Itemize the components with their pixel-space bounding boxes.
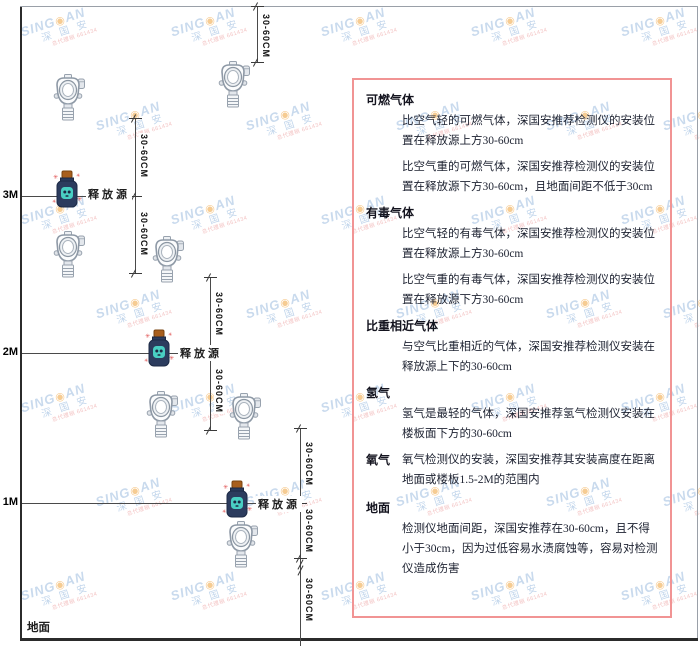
info-section-paragraph: 比空气轻的可燃气体，深国安推荐检测仪的安装位置在释放源上方30-60cm [402, 115, 655, 147]
info-section: 氧气 氧气检测仪的安装，深国安推荐其安装高度在距离地面或楼板1.5-2M的范围内 [366, 450, 658, 496]
info-panel: 可燃气体比空气轻的可燃气体，深国安推荐检测仪的安装位置在释放源上方30-60cm… [352, 78, 672, 618]
dimension-tick [204, 430, 217, 431]
dimension-label: 30-60CM [139, 211, 149, 258]
dimension-tick [251, 62, 264, 63]
info-section-heading: 可燃气体 [366, 93, 415, 107]
gas-detector-icon [50, 230, 86, 279]
info-section: 氢气 氢气是最轻的气体，深国安推荐氢气检测仪安装在楼板面下方的30-60cm [366, 383, 658, 444]
info-section-paragraph: 检测仪地面间距，深国安推荐在30-60cm，且不得小于30cm，因为过低容易水渍… [402, 523, 658, 575]
info-section-heading: 氧气 [366, 453, 391, 467]
ground-line [20, 638, 698, 641]
info-section-paragraph: 比空气轻的有毒气体，深国安推荐检测仪的安装位置在释放源上方30-60cm [402, 228, 655, 260]
dimension-label: 30-60CM [304, 508, 314, 555]
release-source-label: 释放源 [178, 345, 224, 361]
dimension-tick [204, 277, 217, 278]
dimension-line [300, 428, 301, 646]
info-section: 比重相近气体与空气比重相近的气体，深国安推荐检测仪安装在释放源上下的30-60c… [366, 316, 658, 377]
dimension-label: 30-60CM [304, 577, 314, 624]
dimension-label: 30-60CM [214, 368, 224, 415]
dimension-tick [251, 6, 264, 7]
info-section-paragraph: 氢气是最轻的气体，深国安推荐氢气检测仪安装在楼板面下方的30-60cm [402, 408, 655, 440]
dimension-tick [294, 558, 307, 559]
dimension-label: 30-60CM [139, 133, 149, 180]
info-section: 可燃气体比空气轻的可燃气体，深国安推荐检测仪的安装位置在释放源上方30-60cm… [366, 90, 658, 197]
info-section-heading: 有毒气体 [366, 206, 415, 220]
dimension-tick [129, 196, 142, 197]
left-axis-line [20, 6, 22, 640]
level-line [22, 353, 210, 354]
dimension-tick [129, 273, 142, 274]
info-section-heading: 氢气 [366, 386, 391, 400]
dimension-label: 30-60CM [261, 13, 271, 60]
dimension-tick [129, 118, 142, 119]
ceiling-line [20, 6, 698, 7]
info-section: 地面 检测仪地面间距，深国安推荐在30-60cm，且不得小于30cm，因为过低容易… [366, 498, 658, 579]
dimension-tick [294, 428, 307, 429]
axis-label: 2M [2, 346, 18, 358]
release-source-label: 释放源 [86, 186, 132, 202]
info-panel-sections: 可燃气体比空气轻的可燃气体，深国安推荐检测仪的安装位置在释放源上方30-60cm… [366, 90, 658, 579]
info-section-paragraph: 比空气重的可燃气体，深国安推荐检测仪的安装位置在释放源下方30-60cm，且地面… [402, 161, 655, 193]
dimension-line [257, 6, 258, 63]
gas-detector-icon [226, 392, 262, 441]
gas-detector-icon [223, 520, 259, 569]
dimension-label: 30-60CM [214, 291, 224, 338]
right-border-line [697, 6, 698, 640]
dimension-label: 30-60CM [304, 441, 314, 488]
release-source-icon [221, 480, 253, 520]
level-line [22, 503, 300, 504]
info-section-heading: 地面 [366, 501, 391, 515]
axis-label: 3M [2, 189, 18, 201]
gas-detector-icon [143, 390, 179, 439]
axis-label: 1M [2, 496, 18, 508]
info-section-paragraph: 比空气重的有毒气体，深国安推荐检测仪的安装位置在释放源下方30-60cm [402, 274, 655, 306]
ground-label: 地面 [27, 622, 50, 634]
info-section: 有毒气体比空气轻的有毒气体，深国安推荐检测仪的安装位置在释放源上方30-60cm… [366, 203, 658, 310]
gas-detector-icon [215, 60, 251, 109]
release-source-icon [143, 329, 175, 369]
info-section-paragraph: 氧气检测仪的安装，深国安推荐其安装高度在距离地面或楼板1.5-2M的范围内 [402, 454, 655, 486]
gas-detector-icon [149, 235, 185, 284]
release-source-icon [51, 170, 83, 210]
info-section-heading: 比重相近气体 [366, 319, 439, 333]
gas-detector-icon [50, 73, 86, 122]
info-section-paragraph: 与空气比重相近的气体，深国安推荐检测仪安装在释放源上下的30-60cm [402, 341, 655, 373]
release-source-label: 释放源 [256, 496, 302, 512]
